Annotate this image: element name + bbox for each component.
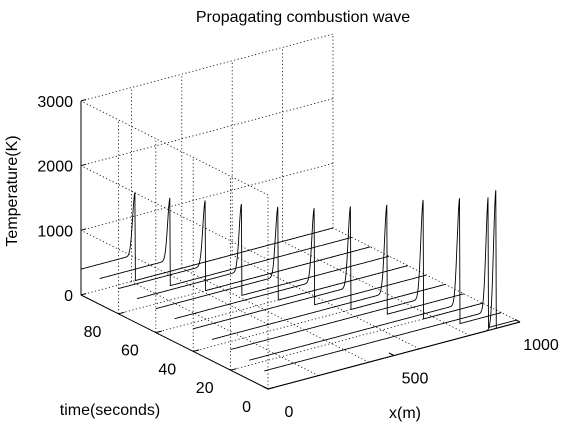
grid-line [80,229,269,325]
grid-line [181,267,369,363]
z-tick-mark [80,163,87,167]
y-tick-label: 20 [196,380,214,397]
series-lines [80,190,521,390]
grid-lines [80,33,521,390]
chart-title: Propagating combustion wave [196,9,410,26]
series-line [155,206,408,310]
series-line [118,200,371,292]
series-line [230,199,483,350]
z-axis-label: Temperature(K) [4,135,21,246]
series-line [211,204,464,340]
series-line [264,197,517,372]
grid-line [193,284,446,352]
x-tick-label: 1000 [523,337,559,354]
grid-line [80,33,334,102]
series-line [174,208,427,320]
z-tick-label: 2000 [37,159,73,176]
series-line [99,197,352,287]
x-axis-label: x(m) [389,405,421,422]
z-tick-label: 0 [64,288,73,305]
z-tick-label: 1000 [37,223,73,240]
y-axis-line [80,294,269,390]
x-tick-label: 0 [285,404,294,421]
y-tick-label: 60 [121,343,139,360]
y-tick-mark [155,330,162,334]
y-axis-label: time(seconds) [60,402,160,419]
grid-line [230,302,483,371]
axes [80,99,521,390]
grid-line [131,281,319,376]
y-tick-mark [118,311,125,315]
z-tick-mark [80,293,87,296]
z-tick-mark [80,99,87,102]
grid-line [80,100,269,196]
grid-line [80,162,334,231]
x-tick-mark [262,386,269,390]
series-line [137,203,390,300]
z-tick-label: 3000 [37,94,73,111]
y-tick-label: 0 [242,399,251,416]
y-tick-mark [230,368,237,371]
series-line [267,190,521,390]
y-tick-label: 40 [158,361,176,378]
tick-labels: 0 500 1000 0 20 40 60 80 0 1000 2000 3000 [37,94,558,421]
grid-line [80,165,269,261]
x-tick-label: 500 [402,371,429,388]
series-line [249,198,502,361]
x-tick-mark [388,352,395,356]
series-line [80,192,334,282]
grid-line [80,98,334,167]
z-tick-mark [80,228,87,231]
y-tick-mark [193,349,200,352]
series-line [193,206,446,330]
y-tick-label: 80 [84,324,102,341]
